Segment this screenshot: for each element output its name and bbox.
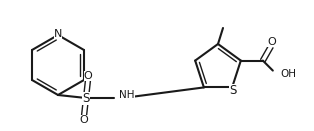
Text: O: O [84, 71, 92, 81]
Text: S: S [230, 84, 237, 97]
Text: N: N [54, 29, 62, 39]
Text: O: O [80, 115, 88, 125]
Text: NH: NH [119, 90, 134, 100]
Text: S: S [82, 91, 90, 105]
Text: OH: OH [281, 69, 297, 79]
Text: O: O [268, 37, 276, 47]
